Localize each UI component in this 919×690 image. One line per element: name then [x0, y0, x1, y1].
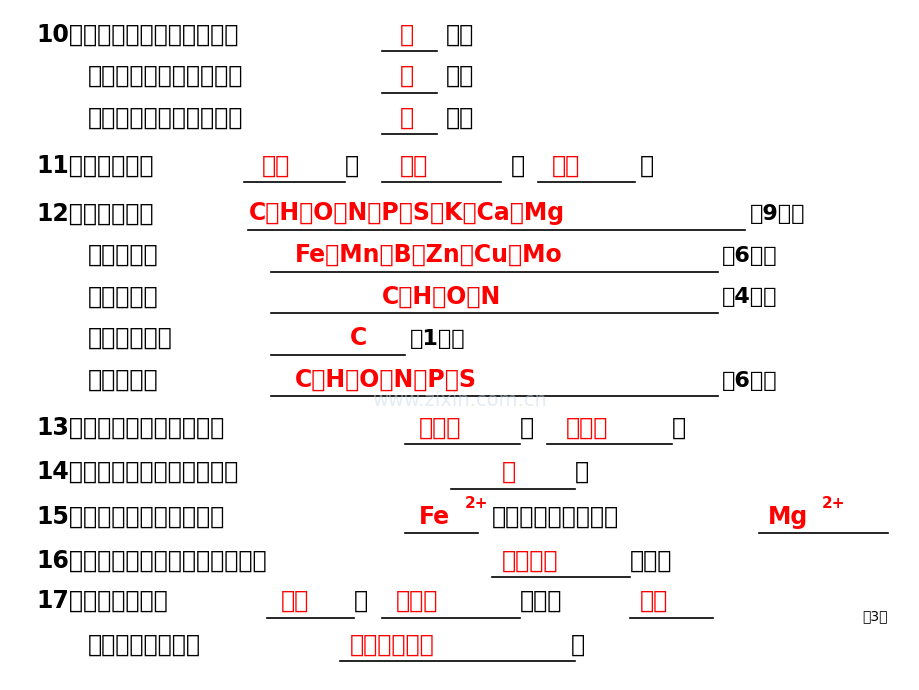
Text: 蛋白质: 蛋白质 — [395, 589, 437, 613]
Text: 基本元素：: 基本元素： — [87, 284, 158, 308]
Text: 主要元素：: 主要元素： — [87, 368, 158, 391]
Text: 糖；: 糖； — [446, 23, 474, 46]
Text: 、: 、 — [519, 415, 533, 440]
Text: 糖；: 糖； — [446, 64, 474, 88]
Text: 10、葡萄糖、果糖、核糖属于: 10、葡萄糖、果糖、核糖属于 — [37, 23, 239, 46]
Text: 。: 。 — [639, 153, 652, 177]
Text: （6种）: （6种） — [721, 371, 777, 391]
Text: Fe、Mn、B、Zn、Cu、Mo: Fe、Mn、B、Zn、Cu、Mo — [294, 243, 562, 267]
Text: 糖类: 糖类 — [639, 589, 667, 613]
Text: www.zixin.com.cn: www.zixin.com.cn — [372, 391, 547, 410]
Text: 脂肪: 脂肪 — [262, 153, 290, 177]
Text: 多: 多 — [400, 106, 414, 130]
Text: 11、脂质包含：: 11、脂质包含： — [37, 153, 154, 177]
Text: 叶绿素中无机盐是：: 叶绿素中无机盐是： — [492, 505, 618, 529]
Text: 单: 单 — [400, 23, 414, 46]
Text: 固醇: 固醇 — [551, 153, 580, 177]
Text: C、H、O、N: C、H、O、N — [381, 284, 501, 308]
Text: 15、血红蛋白中无机盐是：: 15、血红蛋白中无机盐是： — [37, 505, 225, 529]
Text: C、H、O、N、P、S: C、H、O、N、P、S — [294, 368, 476, 391]
Text: 磷脂: 磷脂 — [400, 153, 428, 177]
Text: 流动镶嵌: 流动镶嵌 — [501, 549, 557, 572]
Text: 自由水: 自由水 — [418, 415, 460, 440]
Text: 16、被多数学者接收细胞膜模型叫: 16、被多数学者接收细胞膜模型叫 — [37, 549, 267, 572]
Text: C、H、O、N、P、S、K、Ca、Mg: C、H、O、N、P、S、K、Ca、Mg — [248, 201, 564, 226]
Text: 结合水: 结合水 — [565, 415, 607, 440]
Text: 和: 和 — [510, 153, 524, 177]
Text: 、: 、 — [345, 153, 358, 177]
Text: 2+: 2+ — [821, 496, 845, 511]
Text: 。: 。 — [570, 633, 584, 657]
Text: 模型。: 模型。 — [630, 549, 672, 572]
Text: （6种）: （6种） — [721, 246, 777, 266]
Text: 。: 。 — [671, 415, 685, 440]
Text: 最基本元素：: 最基本元素： — [87, 326, 172, 350]
Text: 水: 水 — [501, 460, 515, 484]
Text: 蔗糖、麦芽糖、乳糖属于: 蔗糖、麦芽糖、乳糖属于 — [87, 64, 243, 88]
Text: 和少许: 和少许 — [519, 589, 562, 613]
Text: 磷脂双分子层: 磷脂双分子层 — [349, 633, 434, 657]
Text: Fe: Fe — [418, 505, 449, 529]
Text: 12、大量元素：: 12、大量元素： — [37, 201, 154, 226]
Text: （1种）: （1种） — [409, 329, 464, 349]
Text: （4种）: （4种） — [721, 288, 777, 308]
Text: 淀粉、纤维素、糖原属于: 淀粉、纤维素、糖原属于 — [87, 106, 243, 130]
Text: 糖。: 糖。 — [446, 106, 474, 130]
Text: 2+: 2+ — [464, 496, 488, 511]
Text: 、: 、 — [354, 589, 368, 613]
Text: Mg: Mg — [767, 505, 808, 529]
Text: （9种）: （9种） — [749, 204, 804, 224]
Text: 微量元素：: 微量元素： — [87, 243, 158, 267]
Text: 脂质: 脂质 — [280, 589, 309, 613]
Text: 。: 。 — [574, 460, 588, 484]
Text: 细胞膜基本骨架是: 细胞膜基本骨架是 — [87, 633, 200, 657]
Text: 二: 二 — [400, 64, 414, 88]
Text: 第3页: 第3页 — [861, 609, 887, 623]
Text: 13、水在细胞中存在形式：: 13、水在细胞中存在形式： — [37, 415, 225, 440]
Text: C: C — [349, 326, 367, 350]
Text: 17、细胞膜成份：: 17、细胞膜成份： — [37, 589, 168, 613]
Text: 14、细胞中含有最多化合物：: 14、细胞中含有最多化合物： — [37, 460, 239, 484]
